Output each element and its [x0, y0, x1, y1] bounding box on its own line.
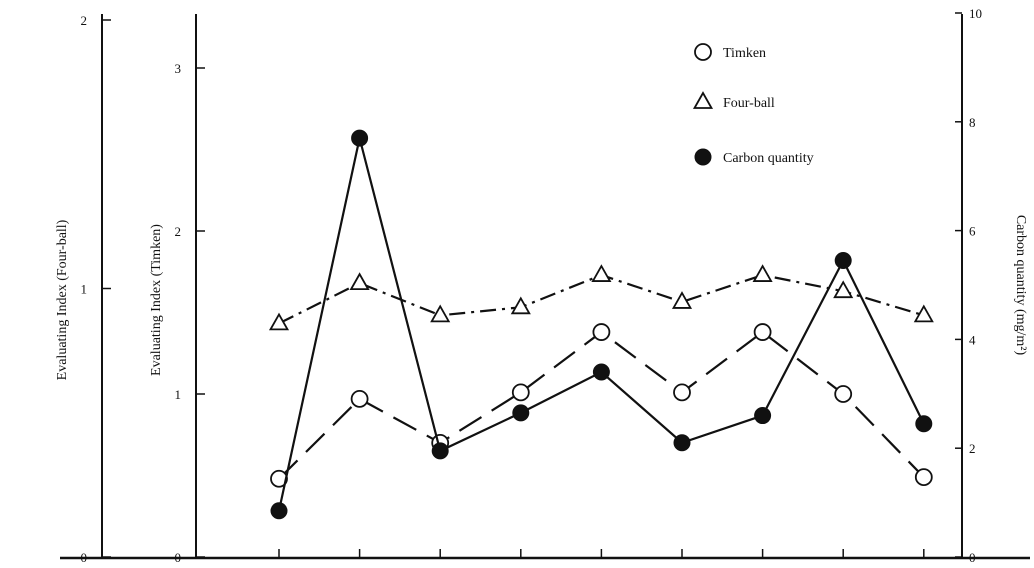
- timken-axis-title: Evaluating Index (Timken): [149, 224, 164, 376]
- series-line-timken: [278, 330, 925, 480]
- data-point: [914, 468, 933, 487]
- fourball-tick-label: 0: [81, 550, 88, 565]
- data-point: [268, 312, 290, 331]
- data-point: [511, 383, 530, 402]
- legend-label: Carbon quantity: [723, 151, 814, 166]
- data-point: [592, 363, 610, 381]
- axes-layer: 0 1 2 0 1 2 3 0 2 4 6 8 10 Evaluating Index (Four-bal…: [55, 6, 1030, 565]
- data-point: [350, 389, 369, 408]
- data-point: [349, 272, 370, 291]
- carbon-tick-label: 8: [969, 115, 976, 130]
- carbon-tick-label: 4: [969, 332, 976, 347]
- data-point: [833, 280, 854, 299]
- data-point: [512, 404, 530, 422]
- data-point: [753, 323, 772, 341]
- data-point: [673, 434, 691, 452]
- timken-tick-label: 3: [175, 61, 182, 76]
- carbon-tick-label: 2: [969, 441, 976, 456]
- legend-label: Four-ball: [723, 96, 775, 111]
- data-point: [431, 442, 449, 460]
- fourball-tick-label: 1: [81, 282, 88, 297]
- data-point: [510, 296, 531, 315]
- data-point: [671, 291, 693, 309]
- timken-tick-label: 0: [175, 550, 182, 565]
- carbon-tick-label: 10: [969, 6, 982, 21]
- data-point: [834, 385, 853, 403]
- timken-tick-label: 2: [175, 224, 182, 239]
- legend-marker: [692, 91, 714, 109]
- data-point: [351, 129, 369, 147]
- data-point: [592, 323, 611, 341]
- data-point: [430, 304, 451, 323]
- series-layer: [268, 129, 934, 520]
- data-point: [591, 264, 612, 282]
- data-point: [754, 407, 772, 425]
- data-point: [834, 252, 852, 270]
- data-point: [270, 502, 288, 520]
- legend-marker: [694, 43, 712, 61]
- legend-marker: [694, 148, 712, 166]
- data-point: [915, 415, 933, 433]
- carbon-tick-label: 6: [969, 224, 976, 239]
- data-point: [752, 264, 773, 282]
- fourball-tick-label: 2: [81, 13, 88, 28]
- legend: Timken Four-ball Carbon quantity: [692, 43, 814, 166]
- fourball-axis-title: Evaluating Index (Four-ball): [55, 219, 70, 380]
- carbon-axis-title: Carbon quantity (mg/m²): [1013, 215, 1028, 356]
- timken-tick-label: 1: [175, 387, 182, 402]
- carbon-tick-label: 0: [969, 550, 976, 565]
- data-point: [673, 383, 691, 402]
- data-point: [913, 304, 934, 323]
- legend-label: Timken: [723, 46, 766, 61]
- series-line-four-ball: [278, 273, 925, 325]
